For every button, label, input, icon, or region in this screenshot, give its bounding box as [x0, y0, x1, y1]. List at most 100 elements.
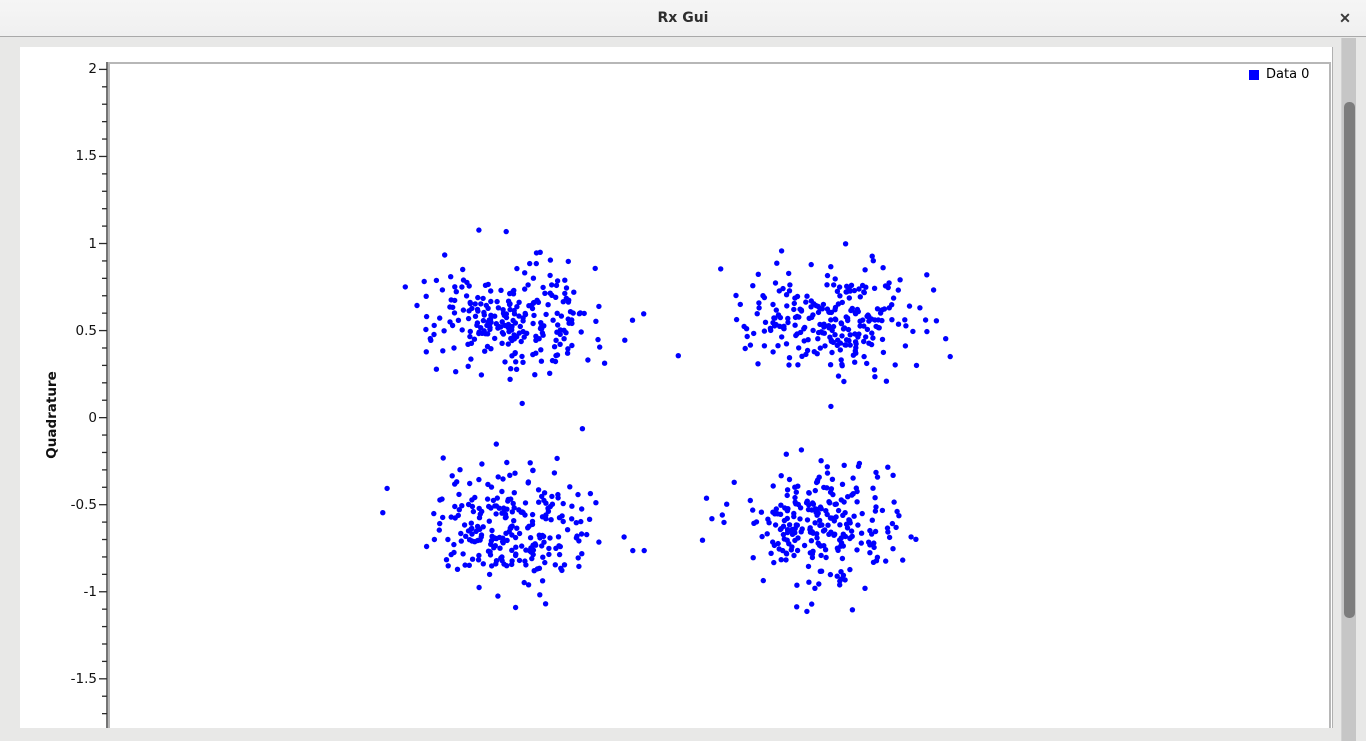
data-point [540, 533, 547, 540]
data-point [511, 336, 518, 342]
data-point [778, 473, 784, 479]
data-point [451, 345, 457, 351]
data-point [529, 555, 535, 562]
data-point [834, 573, 840, 579]
data-point [622, 337, 628, 343]
data-point [550, 317, 556, 323]
y-tick-label: 2 [88, 61, 97, 78]
plot-widget: Quadrature 2 1.5 1 0.5 0 -0.5 -1 -1.5 Data 0 [20, 47, 1333, 728]
data-point [750, 283, 756, 289]
data-point [827, 500, 833, 506]
data-point [886, 280, 892, 286]
data-point [507, 306, 513, 313]
data-point [760, 293, 766, 299]
data-point [785, 315, 791, 322]
data-point [782, 505, 788, 511]
data-point [547, 257, 554, 263]
data-point [533, 542, 539, 548]
data-point [817, 522, 823, 529]
data-point [843, 337, 850, 343]
data-point [902, 317, 908, 323]
data-point [454, 566, 461, 572]
data-point [783, 550, 789, 556]
scatter-points [380, 227, 953, 615]
data-point [742, 345, 748, 352]
data-point [851, 513, 857, 519]
data-point [847, 342, 853, 348]
data-point [481, 309, 487, 316]
data-point [547, 370, 553, 376]
data-point [870, 485, 876, 491]
data-point [838, 321, 845, 327]
data-point [567, 484, 573, 490]
data-point [546, 551, 552, 558]
data-point [869, 253, 875, 259]
data-point [767, 325, 774, 331]
data-point [525, 582, 532, 588]
vertical-scrollbar[interactable] [1341, 38, 1356, 741]
data-point [467, 480, 473, 487]
data-point [801, 542, 808, 549]
data-point [508, 525, 514, 531]
data-point [810, 327, 816, 334]
data-point [380, 510, 386, 516]
data-point [917, 305, 923, 311]
data-point [519, 353, 525, 360]
data-point [794, 331, 800, 337]
close-button[interactable]: ✕ [1330, 0, 1360, 37]
data-point [516, 313, 522, 319]
data-point [762, 319, 769, 325]
legend-item-data0[interactable]: Data 0 [1249, 67, 1309, 82]
data-point [806, 490, 812, 496]
data-point [551, 470, 558, 476]
data-point [529, 511, 536, 518]
data-point [794, 293, 801, 300]
data-point [837, 340, 844, 346]
data-point [502, 322, 508, 329]
window-title-bar[interactable]: Rx Gui ✕ [0, 0, 1366, 37]
data-point [857, 294, 863, 300]
data-point [772, 280, 779, 286]
data-point [930, 287, 937, 293]
data-point [564, 527, 571, 533]
data-point [484, 496, 491, 502]
data-point [547, 290, 553, 296]
data-point [479, 461, 485, 467]
data-point [770, 349, 776, 355]
data-point [786, 362, 792, 368]
data-point [545, 508, 552, 514]
data-point [776, 288, 782, 294]
data-point [840, 512, 846, 518]
data-point [525, 525, 531, 531]
data-point [816, 581, 822, 587]
data-point [897, 277, 903, 283]
data-point [849, 492, 855, 498]
data-point [504, 537, 510, 544]
data-point [812, 520, 818, 526]
data-point [522, 286, 528, 292]
data-point [793, 489, 799, 495]
data-point [467, 328, 473, 335]
scrollbar-thumb[interactable] [1344, 102, 1355, 618]
data-point [489, 563, 495, 569]
plot-canvas[interactable]: Data 0 [108, 62, 1331, 728]
data-point [489, 533, 495, 539]
data-point [770, 483, 776, 489]
data-point [527, 260, 533, 267]
data-point [490, 497, 497, 504]
data-point [578, 531, 585, 537]
data-point [770, 301, 776, 308]
data-point [495, 305, 502, 311]
data-point [437, 520, 443, 527]
data-point [799, 526, 805, 532]
data-point [866, 539, 872, 545]
data-point [864, 313, 870, 319]
data-point [824, 470, 831, 476]
data-point [849, 607, 856, 613]
data-point [521, 334, 527, 340]
data-point [541, 497, 547, 504]
data-point [499, 557, 505, 564]
data-point [414, 302, 420, 309]
data-point [768, 550, 774, 556]
data-point [431, 536, 438, 543]
